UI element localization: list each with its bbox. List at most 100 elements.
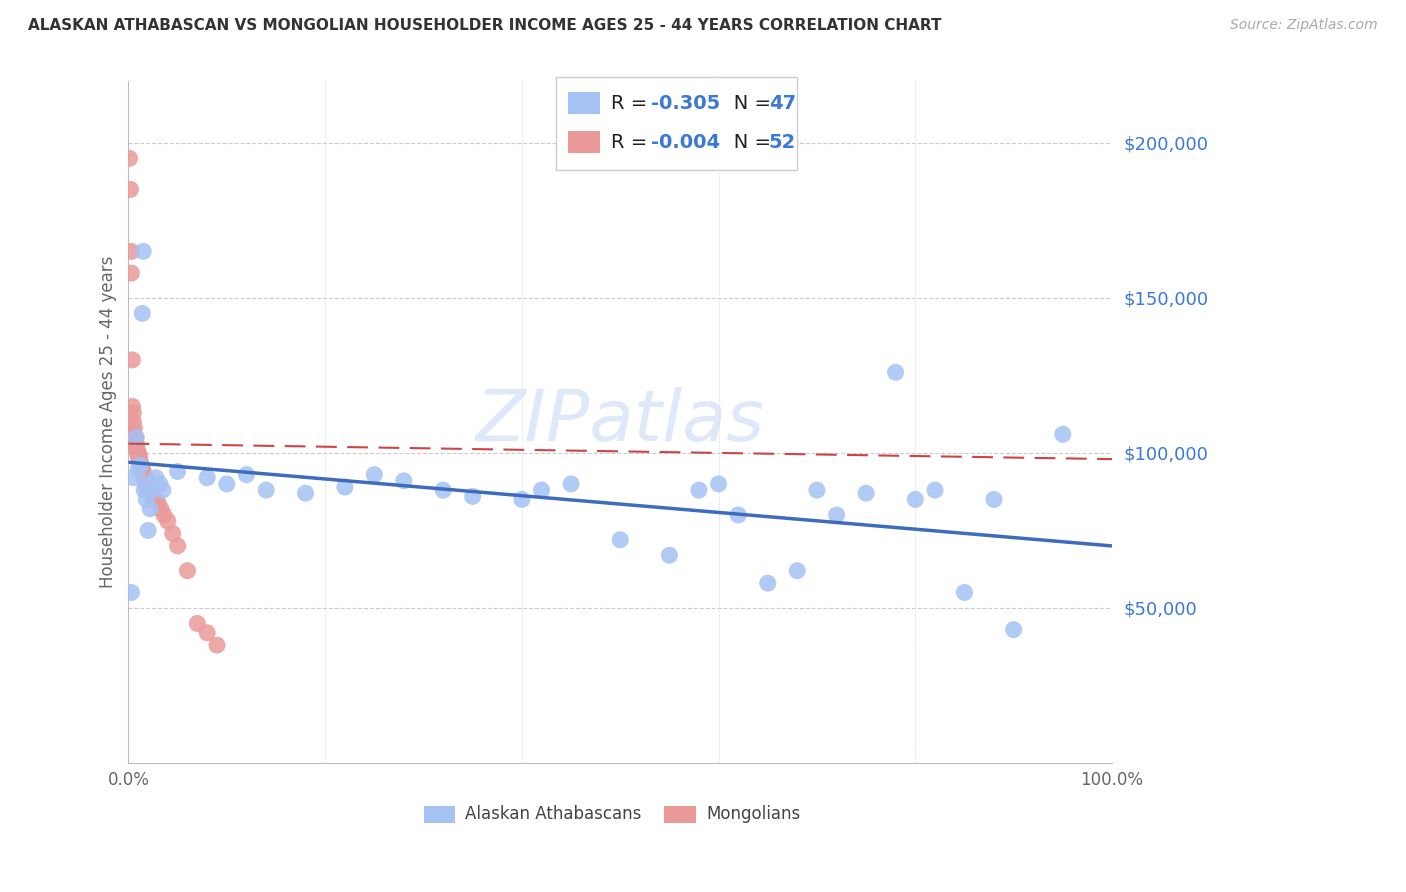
Point — [156, 514, 179, 528]
Point — [560, 477, 582, 491]
FancyBboxPatch shape — [568, 131, 599, 153]
Point — [235, 467, 257, 482]
Point — [120, 244, 142, 259]
Text: Alaskan Athabascans: Alaskan Athabascans — [465, 805, 641, 823]
Point — [135, 477, 157, 491]
Point — [129, 458, 152, 473]
Point — [143, 492, 166, 507]
Point — [129, 455, 152, 469]
Point — [149, 501, 172, 516]
Text: R =: R = — [612, 94, 654, 113]
Point — [136, 483, 159, 497]
Point — [530, 483, 553, 497]
Point — [121, 352, 143, 367]
Point — [132, 465, 155, 479]
Point — [120, 585, 142, 599]
Y-axis label: Householder Income Ages 25 - 44 years: Householder Income Ages 25 - 44 years — [100, 256, 117, 588]
Point — [132, 467, 155, 482]
Point — [205, 638, 228, 652]
Point — [135, 492, 157, 507]
Point — [855, 486, 877, 500]
Point — [124, 434, 146, 448]
Point — [127, 461, 149, 475]
Point — [127, 446, 149, 460]
Point — [134, 474, 156, 488]
Point — [884, 365, 907, 379]
Point — [149, 477, 172, 491]
Point — [127, 442, 149, 457]
Point — [129, 455, 152, 469]
Point — [120, 182, 142, 196]
Text: N =: N = — [714, 94, 778, 113]
FancyBboxPatch shape — [665, 805, 696, 822]
Point — [176, 564, 198, 578]
Point — [1002, 623, 1025, 637]
Point — [127, 449, 149, 463]
FancyBboxPatch shape — [423, 805, 456, 822]
Point — [129, 458, 152, 473]
Point — [924, 483, 946, 497]
Point — [953, 585, 976, 599]
Point — [707, 477, 730, 491]
Point — [127, 446, 149, 460]
Point — [806, 483, 828, 497]
Point — [195, 625, 218, 640]
Point — [128, 449, 150, 463]
Point — [131, 465, 153, 479]
Point — [139, 486, 162, 500]
Point — [186, 616, 208, 631]
Point — [134, 483, 156, 497]
Point — [432, 483, 454, 497]
Text: Mongolians: Mongolians — [706, 805, 800, 823]
Point — [139, 486, 162, 500]
Point — [983, 492, 1005, 507]
Point — [124, 427, 146, 442]
Point — [138, 483, 160, 497]
Point — [166, 539, 188, 553]
Point — [132, 244, 155, 259]
Point — [786, 564, 808, 578]
Point — [134, 471, 156, 485]
Point — [658, 548, 681, 562]
Point — [392, 474, 415, 488]
Text: -0.305: -0.305 — [651, 94, 720, 113]
Point — [122, 406, 145, 420]
Point — [125, 430, 148, 444]
Point — [254, 483, 277, 497]
Point — [124, 430, 146, 444]
Point — [131, 306, 153, 320]
Text: N =: N = — [714, 133, 778, 152]
Point — [134, 467, 156, 482]
Point — [825, 508, 848, 522]
Point — [727, 508, 749, 522]
FancyBboxPatch shape — [568, 93, 599, 114]
Point — [609, 533, 631, 547]
Text: R =: R = — [612, 133, 654, 152]
Point — [129, 461, 152, 475]
Point — [118, 152, 141, 166]
Point — [146, 495, 169, 509]
Point — [162, 526, 184, 541]
Point — [135, 474, 157, 488]
Point — [215, 477, 238, 491]
Point — [756, 576, 779, 591]
Text: 47: 47 — [769, 94, 796, 113]
Point — [142, 483, 165, 497]
Point — [166, 465, 188, 479]
Point — [145, 471, 167, 485]
Point — [142, 489, 165, 503]
Point — [510, 492, 533, 507]
FancyBboxPatch shape — [557, 78, 797, 169]
Point — [153, 508, 176, 522]
Point — [195, 471, 218, 485]
Point — [136, 477, 159, 491]
Text: ZIPatlas: ZIPatlas — [475, 387, 765, 457]
Text: -0.004: -0.004 — [651, 133, 720, 152]
Point — [122, 415, 145, 429]
Text: 52: 52 — [769, 133, 796, 152]
Point — [1052, 427, 1074, 442]
Point — [134, 471, 156, 485]
Point — [136, 524, 159, 538]
Point — [125, 440, 148, 454]
Point — [294, 486, 316, 500]
